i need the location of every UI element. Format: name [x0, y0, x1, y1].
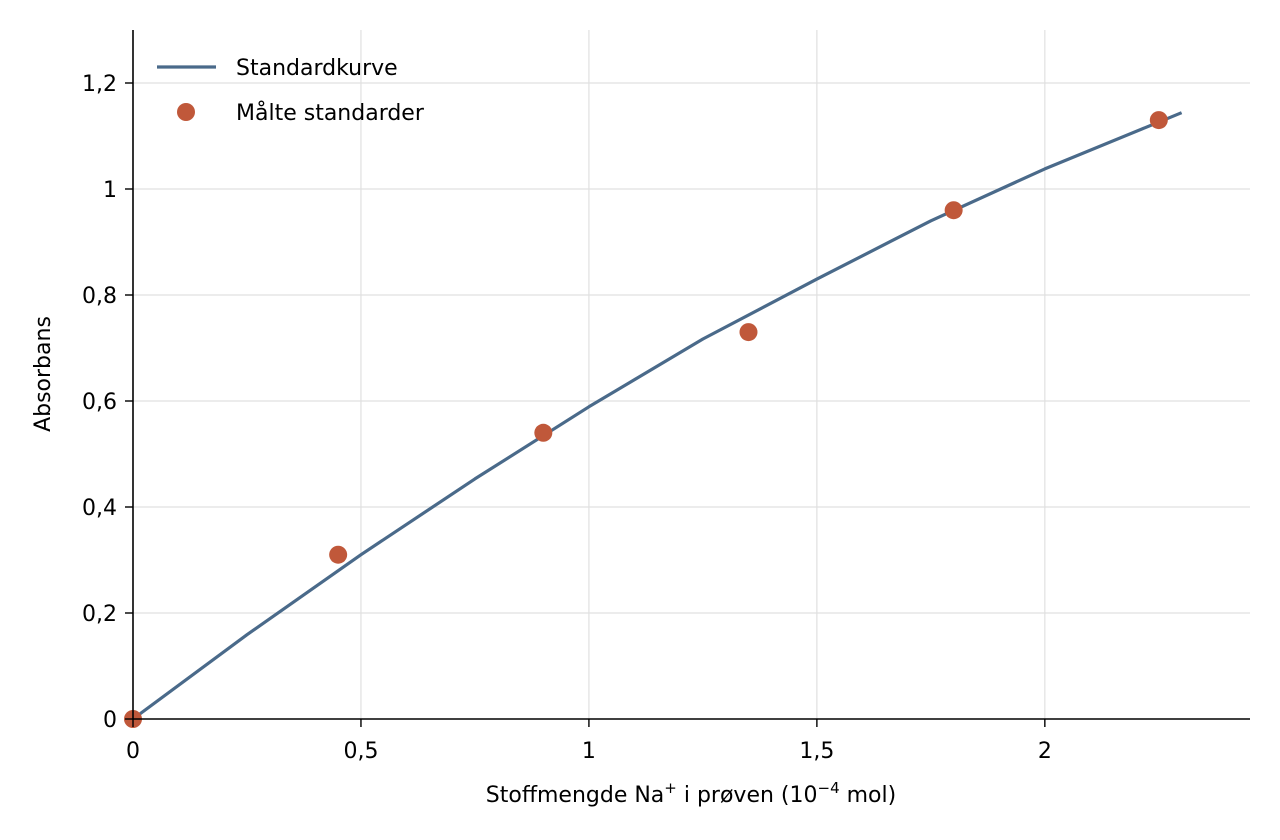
measured-point: [739, 323, 758, 342]
y-axis-label: Absorbans: [31, 316, 56, 432]
standard-curve-line: [132, 111, 1183, 721]
grid: [133, 30, 1250, 719]
plot-area: [124, 111, 1183, 728]
y-tick-label: 0,4: [82, 496, 117, 521]
legend: Standardkurve Målte standarder: [157, 56, 425, 126]
x-axis-label-sup: −4: [818, 779, 840, 797]
y-tick-label: 0,6: [82, 390, 117, 415]
x-tick-label: 0,5: [343, 739, 378, 764]
x-axis-label-sup: +: [664, 779, 677, 797]
measured-point: [534, 423, 553, 442]
y-tick-label: 0,2: [82, 602, 117, 627]
y-tick-label: 0: [103, 708, 117, 733]
measured-point: [944, 201, 963, 220]
y-tick-label: 0,8: [82, 284, 117, 309]
x-axis-label-part: mol): [840, 783, 897, 808]
x-axis-label-part: Stoffmengde Na: [486, 783, 665, 808]
x-tick-label: 1: [582, 739, 596, 764]
legend-marker-swatch: [177, 103, 195, 121]
axes: [132, 30, 1250, 720]
x-tick-label: 1,5: [799, 739, 834, 764]
legend-label: Målte standarder: [236, 100, 425, 126]
ticks: 0 0,5 1 1,5 2 0 0,2 0,4 0,6 0,8 1 1,2: [82, 72, 1052, 764]
x-tick-label: 0: [126, 739, 140, 764]
x-axis-label-part: i prøven (10: [677, 783, 818, 808]
y-tick-label: 1,2: [82, 72, 117, 97]
x-axis-label: Stoffmengde Na+ i prøven (10−4 mol): [486, 779, 896, 808]
x-tick-label: 2: [1038, 739, 1052, 764]
y-tick-label: 1: [103, 178, 117, 203]
measured-point: [329, 545, 348, 564]
legend-label: Standardkurve: [236, 56, 398, 81]
measured-point: [1149, 111, 1168, 130]
